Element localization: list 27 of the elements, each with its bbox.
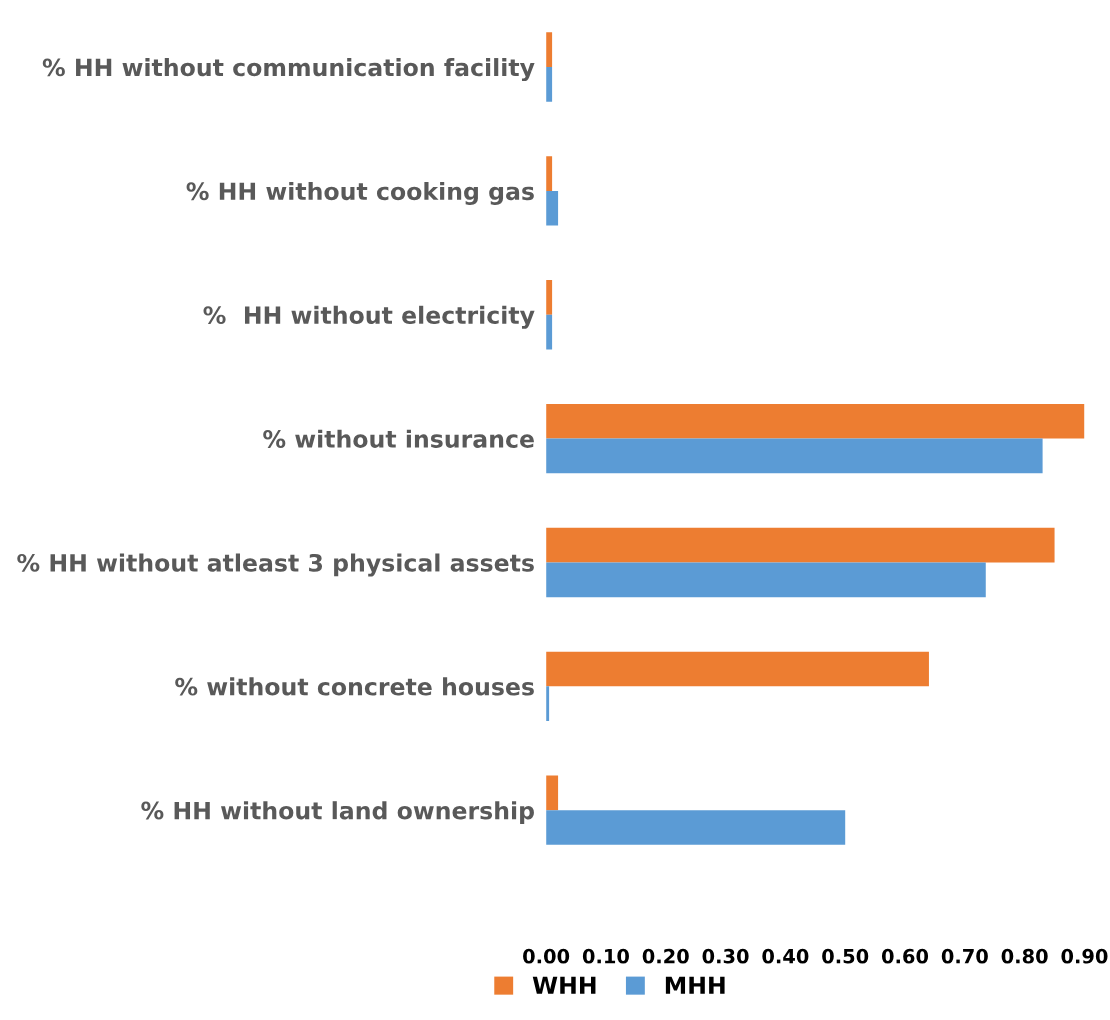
legend-label: WHH [532, 976, 596, 994]
y-tick-label: % without insurance [263, 429, 534, 448]
x-tick-label: 0.10 [582, 948, 629, 964]
x-tick-label: 0.30 [702, 948, 749, 964]
bar [546, 438, 1043, 474]
bar [546, 775, 559, 811]
y-tick-label: % HH without electricity [203, 305, 535, 329]
x-tick-label: 0.60 [881, 948, 929, 964]
bar [546, 810, 846, 845]
y-tick-label: % HH without cooking gas [186, 181, 534, 205]
y-tick-label: % without concrete houses [175, 677, 534, 696]
bar [546, 403, 1085, 439]
x-tick-label: 0.50 [822, 948, 869, 964]
bar [546, 651, 929, 687]
x-tick-label: 0.20 [642, 948, 689, 964]
x-tick-label: 0.70 [941, 948, 988, 964]
legend-label: MHH [665, 976, 725, 994]
y-tick-label: % HH without atleast 3 physical assets [17, 553, 534, 577]
x-tick-label: 0.90 [1061, 948, 1108, 964]
bar [546, 562, 986, 598]
y-tick-label: % HH without communication facility [42, 58, 535, 82]
x-tick-label: 0.80 [1001, 948, 1048, 964]
y-tick-label: % HH without land ownership [141, 801, 534, 825]
bar [546, 190, 559, 226]
bar [546, 527, 1055, 563]
x-tick-label: 0.00 [523, 948, 570, 964]
x-tick-label: 0.40 [762, 948, 809, 964]
